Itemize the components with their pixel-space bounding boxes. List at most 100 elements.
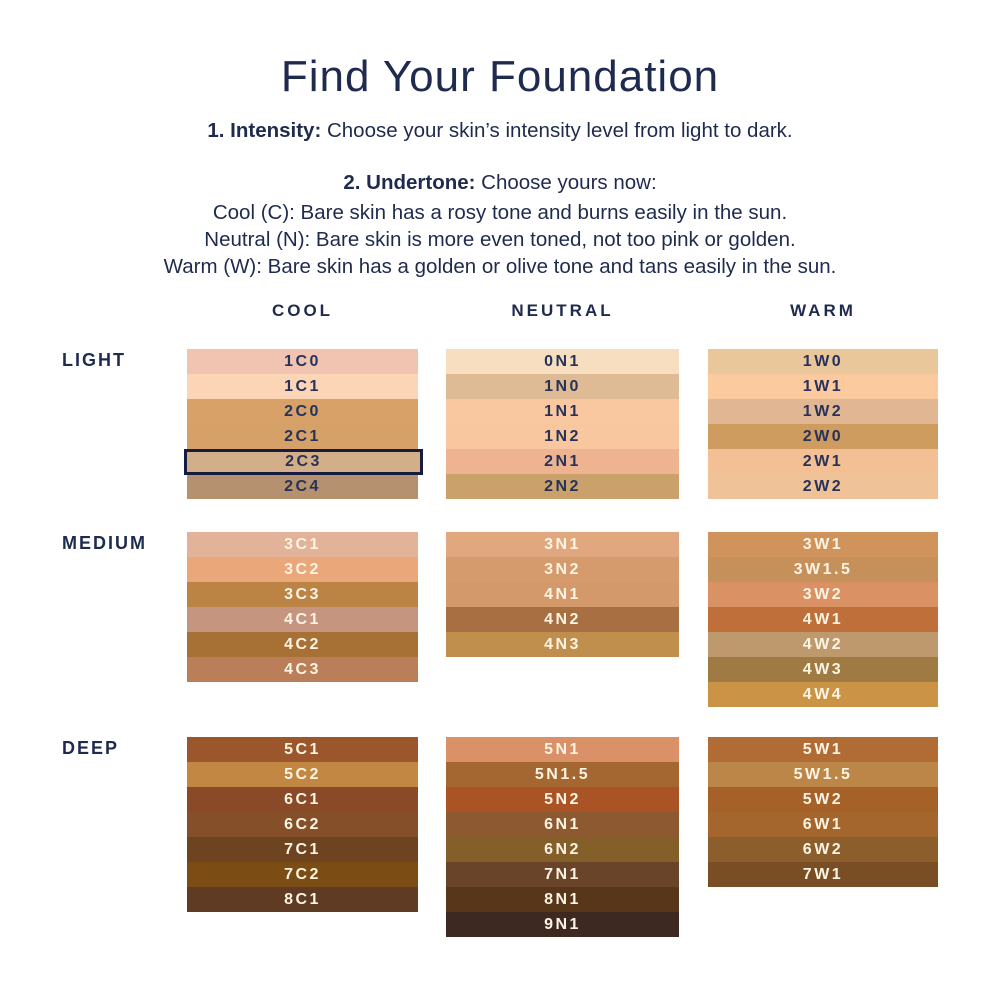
- swatch-code-label: 1W1: [802, 378, 844, 395]
- swatch-6n1[interactable]: 6N1: [446, 812, 679, 837]
- swatch-code-label: 6C1: [284, 791, 321, 808]
- swatch-code-label: 5C1: [284, 741, 321, 758]
- swatch-4w1[interactable]: 4W1: [708, 607, 938, 632]
- swatch-6w1[interactable]: 6W1: [708, 812, 938, 837]
- swatch-7c1[interactable]: 7C1: [187, 837, 418, 862]
- swatch-4n1[interactable]: 4N1: [446, 582, 679, 607]
- swatch-code-label: 4N1: [544, 586, 581, 603]
- swatch-6c2[interactable]: 6C2: [187, 812, 418, 837]
- swatch-1w2[interactable]: 1W2: [708, 399, 938, 424]
- swatch-2c3[interactable]: 2C3: [184, 449, 423, 475]
- swatch-2n1[interactable]: 2N1: [446, 449, 679, 474]
- swatch-2c4[interactable]: 2C4: [187, 474, 418, 499]
- swatch-1c1[interactable]: 1C1: [187, 374, 418, 399]
- swatch-4w3[interactable]: 4W3: [708, 657, 938, 682]
- swatch-6c1[interactable]: 6C1: [187, 787, 418, 812]
- swatch-4c2[interactable]: 4C2: [187, 632, 418, 657]
- swatch-4w4[interactable]: 4W4: [708, 682, 938, 707]
- swatch-4c3[interactable]: 4C3: [187, 657, 418, 682]
- swatch-code-label: 4C3: [284, 661, 321, 678]
- intensity-label-light: LIGHT: [62, 350, 126, 370]
- swatch-code-label: 2C3: [285, 453, 322, 470]
- swatch-8c1[interactable]: 8C1: [187, 887, 418, 912]
- undertone-warm-description: Warm (W): Bare skin has a golden or oliv…: [163, 255, 837, 278]
- swatch-3n1[interactable]: 3N1: [446, 532, 679, 557]
- swatch-5w2[interactable]: 5W2: [708, 787, 938, 812]
- swatch-7c2[interactable]: 7C2: [187, 862, 418, 887]
- swatch-1n1[interactable]: 1N1: [446, 399, 679, 424]
- swatch-code-label: 4N2: [544, 611, 581, 628]
- swatch-0n1[interactable]: 0N1: [446, 349, 679, 374]
- swatch-3w1[interactable]: 3W1: [708, 532, 938, 557]
- swatch-code-label: 8C1: [284, 891, 321, 908]
- page-title: Find Your Foundation: [280, 52, 720, 101]
- swatch-code-label: 3N2: [544, 561, 581, 578]
- swatch-code-label: 4W4: [802, 686, 844, 703]
- swatch-code-label: 6W2: [802, 841, 844, 858]
- swatch-8n1[interactable]: 8N1: [446, 887, 679, 912]
- swatch-5n2[interactable]: 5N2: [446, 787, 679, 812]
- swatch-2w1[interactable]: 2W1: [708, 449, 938, 474]
- swatch-1c0[interactable]: 1C0: [187, 349, 418, 374]
- swatch-code-label: 1W2: [802, 403, 844, 420]
- swatch-3w2[interactable]: 3W2: [708, 582, 938, 607]
- undertone-neutral-description: Neutral (N): Bare skin is more even tone…: [204, 228, 796, 251]
- undertone-cool-description: Cool (C): Bare skin has a rosy tone and …: [212, 201, 788, 224]
- swatch-code-label: 3W2: [802, 586, 844, 603]
- swatch-6w2[interactable]: 6W2: [708, 837, 938, 862]
- swatch-3c2[interactable]: 3C2: [187, 557, 418, 582]
- swatch-5n1-5[interactable]: 5N1.5: [446, 762, 679, 787]
- intensity-label-medium: MEDIUM: [62, 533, 147, 553]
- swatch-4n3[interactable]: 4N3: [446, 632, 679, 657]
- swatch-code-label: 5N2: [544, 791, 581, 808]
- step-undertone-label: 2. Undertone:: [343, 171, 476, 194]
- swatch-4c1[interactable]: 4C1: [187, 607, 418, 632]
- swatch-code-label: 3C2: [284, 561, 321, 578]
- swatch-5c1[interactable]: 5C1: [187, 737, 418, 762]
- swatch-5c2[interactable]: 5C2: [187, 762, 418, 787]
- swatch-9n1[interactable]: 9N1: [446, 912, 679, 937]
- swatch-code-label: 5N1.5: [534, 766, 591, 783]
- swatch-2w0[interactable]: 2W0: [708, 424, 938, 449]
- swatch-2w2[interactable]: 2W2: [708, 474, 938, 499]
- swatch-5n1[interactable]: 5N1: [446, 737, 679, 762]
- swatch-code-label: 4W3: [802, 661, 844, 678]
- swatch-code-label: 6C2: [284, 816, 321, 833]
- swatch-code-label: 1N0: [544, 378, 581, 395]
- swatch-4n2[interactable]: 4N2: [446, 607, 679, 632]
- swatch-code-label: 1C0: [284, 353, 321, 370]
- swatch-code-label: 8N1: [544, 891, 581, 908]
- swatch-1w1[interactable]: 1W1: [708, 374, 938, 399]
- swatch-code-label: 6N1: [544, 816, 581, 833]
- swatch-5w1-5[interactable]: 5W1.5: [708, 762, 938, 787]
- swatch-3c1[interactable]: 3C1: [187, 532, 418, 557]
- column-header-neutral: NEUTRAL: [511, 301, 614, 320]
- swatch-code-label: 5W1.5: [793, 766, 853, 783]
- swatch-code-label: 2N1: [544, 453, 581, 470]
- swatch-4w2[interactable]: 4W2: [708, 632, 938, 657]
- swatch-code-label: 4N3: [544, 636, 581, 653]
- swatch-2n2[interactable]: 2N2: [446, 474, 679, 499]
- swatch-6n2[interactable]: 6N2: [446, 837, 679, 862]
- swatch-code-label: 1N1: [544, 403, 581, 420]
- swatch-1n2[interactable]: 1N2: [446, 424, 679, 449]
- swatch-code-label: 7C1: [284, 841, 321, 858]
- step-intensity-text: 1. Intensity: Choose your skin’s intensi…: [0, 119, 1000, 143]
- swatch-code-label: 5N1: [544, 741, 581, 758]
- swatch-1w0[interactable]: 1W0: [708, 349, 938, 374]
- swatch-1n0[interactable]: 1N0: [446, 374, 679, 399]
- swatch-code-label: 2N2: [544, 478, 581, 495]
- swatch-code-label: 6N2: [544, 841, 581, 858]
- swatch-7n1[interactable]: 7N1: [446, 862, 679, 887]
- swatch-code-label: 2C4: [284, 478, 321, 495]
- step-intensity-label: 1. Intensity:: [207, 119, 322, 142]
- swatch-3w1-5[interactable]: 3W1.5: [708, 557, 938, 582]
- swatch-code-label: 6W1: [802, 816, 844, 833]
- swatch-code-label: 0N1: [544, 353, 581, 370]
- swatch-3c3[interactable]: 3C3: [187, 582, 418, 607]
- swatch-2c1[interactable]: 2C1: [187, 424, 418, 449]
- swatch-7w1[interactable]: 7W1: [708, 862, 938, 887]
- swatch-3n2[interactable]: 3N2: [446, 557, 679, 582]
- swatch-5w1[interactable]: 5W1: [708, 737, 938, 762]
- swatch-2c0[interactable]: 2C0: [187, 399, 418, 424]
